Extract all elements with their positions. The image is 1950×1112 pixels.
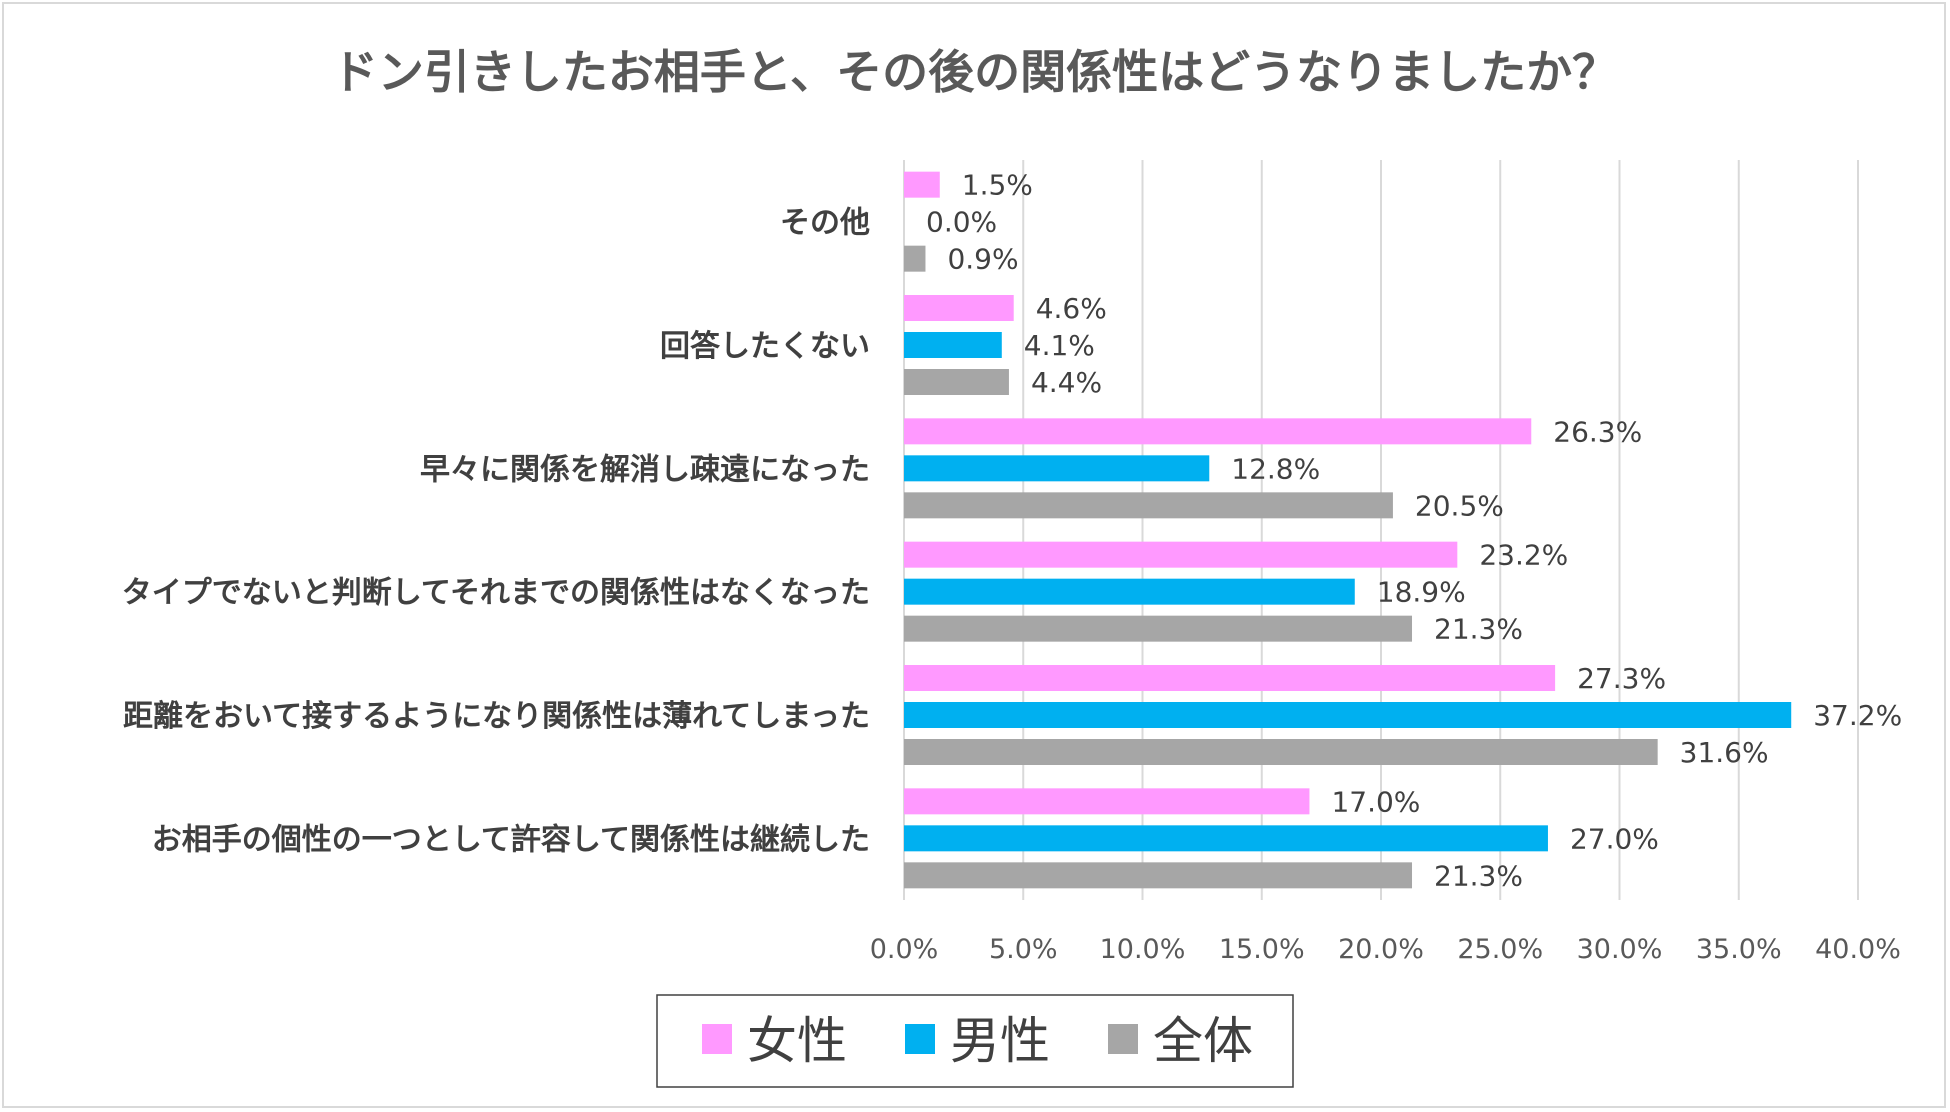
data-label: 12.8% xyxy=(1231,452,1320,485)
x-tick-label: 15.0% xyxy=(1219,934,1305,965)
chart-title: ドン引きしたお相手と、その後の関係性はどうなりましたか？ xyxy=(332,45,1618,99)
data-labels: 1.5% 0.0% 0.9% 4.6% 4.1% 4.4% 26.3% 12.8% 20.5% 2… xyxy=(926,169,1902,893)
data-label: 21.3% xyxy=(1434,613,1523,646)
bar xyxy=(904,332,1002,358)
category-label: 回答したくない xyxy=(660,329,870,364)
x-tick-label: 5.0% xyxy=(989,934,1058,965)
bar xyxy=(904,825,1548,852)
x-tick-label: 35.0% xyxy=(1696,934,1782,965)
x-tick-labels: 0.0% 5.0% 10.0% 15.0% 20.0% 25.0% 30.0% 35.0% 40… xyxy=(870,934,1901,965)
legend-entry: 女性 xyxy=(747,1012,847,1070)
data-label: 37.2% xyxy=(1813,699,1902,732)
legend: 女性 男性 全体 xyxy=(656,994,1294,1088)
bar xyxy=(904,665,1556,691)
x-tick-label: 0.0% xyxy=(870,934,939,965)
x-tick-label: 25.0% xyxy=(1457,934,1543,965)
legend-swatch xyxy=(1108,1024,1138,1054)
data-label: 20.5% xyxy=(1415,489,1504,522)
x-tick-label: 10.0% xyxy=(1100,934,1186,965)
category-label: 距離をおいて接するようになり関係性は薄れてしまった xyxy=(123,699,870,734)
category-label: タイプでないと判断してそれまでの関係性はなくなった xyxy=(122,576,870,611)
bar xyxy=(904,739,1658,765)
bars xyxy=(904,171,1792,889)
bar xyxy=(904,245,926,272)
data-label: 27.3% xyxy=(1577,662,1666,695)
category-label: お相手の個性の一つとして許容して関係性は継続した xyxy=(152,822,870,857)
x-tick-label: 30.0% xyxy=(1577,934,1663,965)
data-label: 1.5% xyxy=(962,169,1033,202)
legend-entry: 男性 xyxy=(950,1012,1050,1070)
legend-swatch xyxy=(905,1024,935,1054)
data-label: 21.3% xyxy=(1434,859,1523,892)
legend-swatch xyxy=(702,1024,732,1054)
bar xyxy=(904,295,1014,321)
data-label: 4.1% xyxy=(1024,329,1095,362)
bar xyxy=(904,788,1310,815)
bar xyxy=(904,862,1413,889)
data-label: 17.0% xyxy=(1331,785,1420,818)
bar xyxy=(904,492,1393,519)
data-label: 4.6% xyxy=(1036,292,1107,325)
bar xyxy=(904,702,1792,728)
bar xyxy=(904,369,1009,395)
data-label: 26.3% xyxy=(1553,415,1642,448)
legend-box xyxy=(656,994,1294,1088)
gridlines xyxy=(903,160,1859,900)
bar xyxy=(904,418,1532,445)
x-tick-label: 40.0% xyxy=(1815,934,1901,965)
data-label: 18.9% xyxy=(1377,576,1466,609)
bar xyxy=(904,578,1355,605)
category-labels: その他回答したくない早々に関係を解消し疎遠になったタイプでないと判断してそれまで… xyxy=(122,206,870,858)
category-label: 早々に関係を解消し疎遠になった xyxy=(420,452,870,487)
data-label: 0.9% xyxy=(947,243,1018,276)
category-label: その他 xyxy=(780,206,870,241)
bar xyxy=(904,455,1210,482)
bar xyxy=(904,541,1458,568)
data-label: 27.0% xyxy=(1570,822,1659,855)
bar xyxy=(904,171,940,198)
data-label: 31.6% xyxy=(1680,736,1769,769)
data-label: 4.4% xyxy=(1031,366,1102,399)
data-label: 0.0% xyxy=(926,206,997,239)
bar xyxy=(904,615,1413,642)
legend-entry: 全体 xyxy=(1153,1012,1253,1070)
x-tick-label: 20.0% xyxy=(1338,934,1424,965)
data-label: 23.2% xyxy=(1479,539,1568,572)
